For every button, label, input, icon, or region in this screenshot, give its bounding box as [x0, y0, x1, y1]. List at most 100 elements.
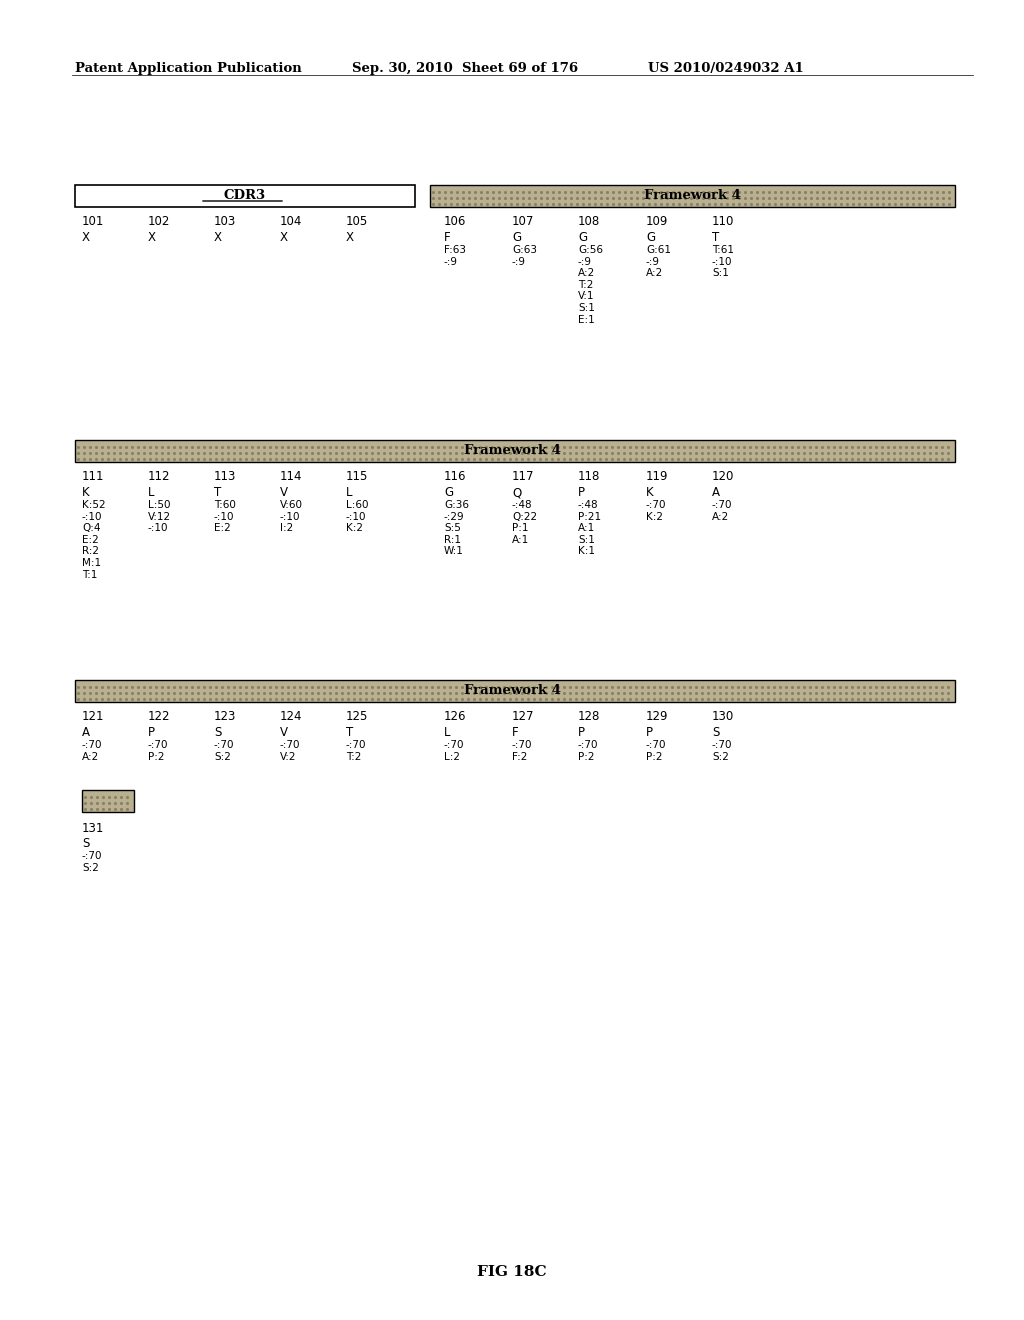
Text: V:60
-:10
I:2: V:60 -:10 I:2 — [280, 500, 303, 533]
Text: A: A — [82, 726, 90, 739]
Text: G: G — [646, 231, 655, 244]
Text: S: S — [712, 726, 720, 739]
Text: X: X — [82, 231, 90, 244]
Text: K: K — [646, 486, 653, 499]
Text: X: X — [346, 231, 354, 244]
Text: -:70
F:2: -:70 F:2 — [512, 741, 532, 762]
Text: 126: 126 — [444, 710, 467, 723]
Text: T: T — [346, 726, 353, 739]
Text: Patent Application Publication: Patent Application Publication — [75, 62, 302, 75]
Text: -:70
S:2: -:70 S:2 — [214, 741, 234, 762]
Text: 123: 123 — [214, 710, 237, 723]
Text: 105: 105 — [346, 215, 369, 228]
Text: Framework 4: Framework 4 — [464, 444, 560, 457]
Text: 115: 115 — [346, 470, 369, 483]
Text: 119: 119 — [646, 470, 669, 483]
Text: 116: 116 — [444, 470, 467, 483]
Text: 127: 127 — [512, 710, 535, 723]
Text: 101: 101 — [82, 215, 104, 228]
Text: -:70
S:2: -:70 S:2 — [82, 851, 102, 873]
Text: 111: 111 — [82, 470, 104, 483]
Text: FIG 18C: FIG 18C — [477, 1265, 547, 1279]
Text: US 2010/0249032 A1: US 2010/0249032 A1 — [648, 62, 804, 75]
Bar — [75, 185, 415, 207]
Text: F: F — [444, 231, 451, 244]
Text: -:70
S:2: -:70 S:2 — [712, 741, 732, 762]
Text: 120: 120 — [712, 470, 734, 483]
Text: 113: 113 — [214, 470, 237, 483]
Text: 108: 108 — [578, 215, 600, 228]
Text: Sep. 30, 2010  Sheet 69 of 176: Sep. 30, 2010 Sheet 69 of 176 — [352, 62, 579, 75]
Text: G:61
-:9
A:2: G:61 -:9 A:2 — [646, 246, 671, 279]
Text: -:70
T:2: -:70 T:2 — [346, 741, 367, 762]
Text: 131: 131 — [82, 822, 104, 836]
Text: T:61
-:10
S:1: T:61 -:10 S:1 — [712, 246, 734, 279]
Text: -:70
V:2: -:70 V:2 — [280, 741, 300, 762]
Text: -:70
A:2: -:70 A:2 — [712, 500, 732, 521]
Text: P: P — [148, 726, 155, 739]
Text: V: V — [280, 726, 288, 739]
Text: T: T — [712, 231, 719, 244]
Text: G:63
-:9: G:63 -:9 — [512, 246, 537, 267]
Text: T:60
-:10
E:2: T:60 -:10 E:2 — [214, 500, 236, 533]
Bar — [82, 789, 134, 812]
Text: 109: 109 — [646, 215, 669, 228]
Text: Framework 4: Framework 4 — [464, 684, 560, 697]
Text: X: X — [214, 231, 222, 244]
Text: K: K — [82, 486, 90, 499]
Text: -:48
Q:22
P:1
A:1: -:48 Q:22 P:1 A:1 — [512, 500, 538, 545]
Text: -:70
P:2: -:70 P:2 — [646, 741, 667, 762]
Text: CDR3: CDR3 — [224, 189, 266, 202]
Text: 125: 125 — [346, 710, 369, 723]
Text: 128: 128 — [578, 710, 600, 723]
Text: G:36
-:29
S:5
R:1
W:1: G:36 -:29 S:5 R:1 W:1 — [444, 500, 469, 557]
Text: -:70
K:2: -:70 K:2 — [646, 500, 667, 521]
Text: -:70
A:2: -:70 A:2 — [82, 741, 102, 762]
Text: 103: 103 — [214, 215, 237, 228]
Text: G:56
-:9
A:2
T:2
V:1
S:1
E:1: G:56 -:9 A:2 T:2 V:1 S:1 E:1 — [578, 246, 603, 325]
Text: V: V — [280, 486, 288, 499]
Text: Q: Q — [512, 486, 521, 499]
Text: 102: 102 — [148, 215, 170, 228]
Text: -:70
L:2: -:70 L:2 — [444, 741, 465, 762]
Text: A: A — [712, 486, 720, 499]
Text: K:52
-:10
Q:4
E:2
R:2
M:1
T:1: K:52 -:10 Q:4 E:2 R:2 M:1 T:1 — [82, 500, 105, 579]
Text: Framework 4: Framework 4 — [643, 189, 740, 202]
Text: 121: 121 — [82, 710, 104, 723]
Text: -:70
P:2: -:70 P:2 — [148, 741, 169, 762]
Text: 104: 104 — [280, 215, 302, 228]
Text: F: F — [512, 726, 518, 739]
Text: 114: 114 — [280, 470, 302, 483]
Text: 107: 107 — [512, 215, 535, 228]
Text: X: X — [280, 231, 288, 244]
Text: L:60
-:10
K:2: L:60 -:10 K:2 — [346, 500, 369, 533]
Text: X: X — [148, 231, 156, 244]
Text: G: G — [578, 231, 587, 244]
Text: S: S — [82, 837, 89, 850]
Text: S: S — [214, 726, 221, 739]
Text: 106: 106 — [444, 215, 466, 228]
Text: L: L — [148, 486, 155, 499]
Text: 112: 112 — [148, 470, 171, 483]
Text: 118: 118 — [578, 470, 600, 483]
Text: 110: 110 — [712, 215, 734, 228]
Text: P: P — [578, 726, 585, 739]
Text: 129: 129 — [646, 710, 669, 723]
Text: -:48
P:21
A:1
S:1
K:1: -:48 P:21 A:1 S:1 K:1 — [578, 500, 601, 557]
Bar — [430, 185, 955, 207]
Text: 117: 117 — [512, 470, 535, 483]
Text: P: P — [646, 726, 653, 739]
Text: G: G — [512, 231, 521, 244]
Bar — [75, 440, 955, 462]
Text: -:70
P:2: -:70 P:2 — [578, 741, 598, 762]
Text: P: P — [578, 486, 585, 499]
Text: L: L — [346, 486, 352, 499]
Text: G: G — [444, 486, 454, 499]
Text: 124: 124 — [280, 710, 302, 723]
Text: L: L — [444, 726, 451, 739]
Bar — [75, 680, 955, 702]
Text: T: T — [214, 486, 221, 499]
Text: L:50
V:12
-:10: L:50 V:12 -:10 — [148, 500, 171, 533]
Text: 130: 130 — [712, 710, 734, 723]
Text: 122: 122 — [148, 710, 171, 723]
